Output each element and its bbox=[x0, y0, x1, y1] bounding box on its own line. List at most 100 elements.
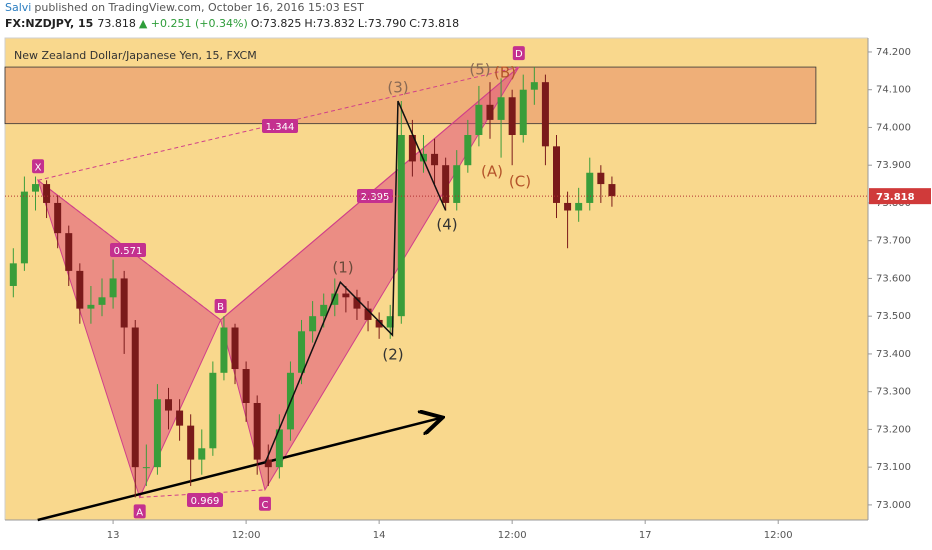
candle-body bbox=[375, 319, 383, 328]
candle-body bbox=[331, 293, 339, 305]
x-tick-label: 17 bbox=[639, 530, 652, 541]
candle-body bbox=[20, 191, 28, 264]
last-price-label: 73.818 bbox=[876, 192, 915, 203]
ratio-box bbox=[187, 493, 223, 507]
ratio-label: 2.395 bbox=[361, 192, 390, 203]
candle-body bbox=[320, 304, 328, 317]
y-tick-label: 73.900 bbox=[876, 160, 911, 171]
candle-body bbox=[165, 399, 173, 411]
candle-body bbox=[353, 297, 361, 309]
point-label: D bbox=[515, 49, 523, 60]
candle-body bbox=[275, 429, 283, 468]
supply-zone bbox=[4, 66, 817, 125]
candle-body bbox=[575, 202, 583, 211]
wave-label: (2) bbox=[382, 346, 403, 364]
y-tick-label: 73.400 bbox=[876, 349, 911, 360]
candle-body bbox=[231, 327, 239, 370]
point-label-box bbox=[32, 159, 45, 174]
candle-body bbox=[386, 316, 394, 328]
x-tick-label: 13 bbox=[107, 530, 120, 541]
candle-body bbox=[43, 184, 51, 203]
candle-body bbox=[486, 104, 494, 120]
low: L:73.790 bbox=[357, 17, 407, 30]
candle-body bbox=[9, 263, 17, 286]
candle-body bbox=[552, 146, 560, 203]
open: O:73.825 bbox=[250, 17, 302, 30]
candle-body bbox=[597, 172, 605, 185]
last: 73.818 bbox=[97, 17, 136, 30]
candle-body bbox=[298, 331, 306, 373]
candle-body bbox=[220, 327, 228, 373]
candle-body bbox=[54, 202, 62, 234]
candle-body bbox=[31, 184, 39, 192]
candle-body bbox=[464, 135, 472, 166]
y-tick-label: 73.200 bbox=[876, 424, 911, 435]
candle-body bbox=[475, 104, 483, 136]
candle-body bbox=[98, 297, 106, 305]
x-tick-label: 12:00 bbox=[764, 530, 793, 541]
candle-body bbox=[519, 89, 527, 136]
ratio-label: 0.571 bbox=[114, 246, 143, 257]
point-label: X bbox=[35, 162, 42, 173]
candle-body bbox=[431, 153, 439, 166]
y-tick-label: 73.300 bbox=[876, 387, 911, 398]
wave-label: (4) bbox=[436, 216, 457, 234]
ratio-box bbox=[110, 243, 146, 257]
candle-body bbox=[142, 467, 150, 469]
wave-line bbox=[264, 100, 447, 464]
y-tick-label: 74.100 bbox=[876, 85, 911, 96]
y-tick-label: 74.000 bbox=[876, 122, 911, 133]
header: Salvi published on TradingView.com, Octob… bbox=[5, 0, 462, 32]
candle-body bbox=[419, 153, 427, 162]
wave-label: (A) bbox=[481, 163, 503, 181]
candle-body bbox=[364, 308, 372, 320]
candle-body bbox=[541, 82, 549, 147]
x-tick-label: 12:00 bbox=[232, 530, 261, 541]
wave-label: (3) bbox=[387, 79, 408, 97]
y-axis-panel bbox=[868, 0, 932, 550]
candle-body bbox=[442, 165, 450, 203]
candle-body bbox=[131, 327, 139, 468]
candle-body bbox=[586, 172, 594, 203]
candle-body bbox=[209, 372, 217, 449]
wave-label: (5) bbox=[469, 61, 490, 79]
wave-label: (B) bbox=[494, 64, 516, 82]
chart-title: New Zealand Dollar/Japanese Yen, 15, FXC… bbox=[14, 49, 257, 62]
candle-body bbox=[508, 97, 516, 136]
candle-body bbox=[176, 410, 184, 426]
point-label: A bbox=[136, 507, 143, 518]
candle-body bbox=[253, 402, 261, 460]
author: Salvi bbox=[5, 1, 32, 14]
trend-arrow bbox=[37, 418, 440, 522]
candle-body bbox=[453, 165, 461, 203]
y-tick-label: 73.700 bbox=[876, 236, 911, 247]
point-label-box bbox=[214, 298, 227, 313]
point-label: C bbox=[261, 500, 268, 511]
candle-body bbox=[264, 459, 272, 468]
candle-body bbox=[309, 316, 317, 332]
ratio-label: 0.969 bbox=[191, 496, 220, 507]
x-tick-label: 14 bbox=[373, 530, 386, 541]
wave-label: (C) bbox=[509, 173, 531, 191]
ratio-box bbox=[262, 119, 298, 133]
point-label: B bbox=[217, 302, 224, 313]
x-tick-label: 12:00 bbox=[498, 530, 527, 541]
candle-body bbox=[198, 448, 206, 460]
candle-body bbox=[408, 135, 416, 162]
candle-body bbox=[65, 233, 73, 271]
candle-body bbox=[608, 184, 616, 197]
y-tick-label: 73.000 bbox=[876, 500, 911, 511]
symbol: FX:NZDJPY, 15 bbox=[5, 17, 94, 30]
candle-body bbox=[497, 97, 505, 120]
high: H:73.832 bbox=[304, 17, 355, 30]
candle-body bbox=[87, 304, 95, 309]
symbol-line: FX:NZDJPY, 15 73.818 ▲ +0.251 (+0.34%) O:73… bbox=[5, 16, 462, 32]
ratio-label: 1.344 bbox=[266, 122, 295, 133]
x-axis-panel bbox=[0, 520, 932, 550]
header-line: Salvi published on TradingView.com, Octob… bbox=[5, 0, 462, 16]
point-label-box bbox=[258, 496, 271, 511]
y-tick-label: 73.100 bbox=[876, 462, 911, 473]
candle-body bbox=[397, 135, 405, 317]
last-price-box bbox=[869, 188, 931, 205]
